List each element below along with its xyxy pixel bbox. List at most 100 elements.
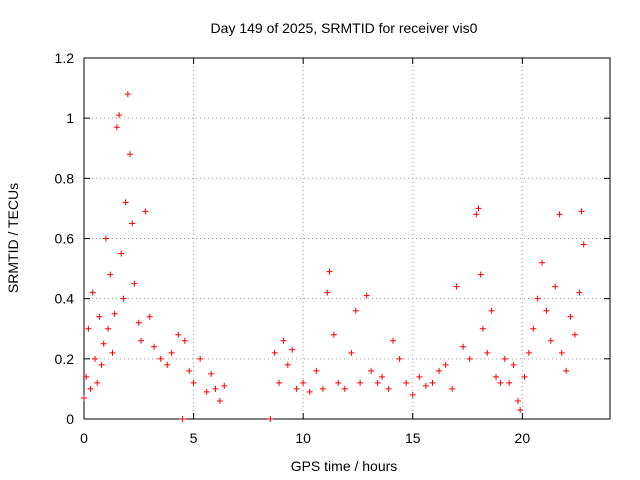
data-point [129, 220, 136, 227]
data-point [284, 361, 291, 368]
data-point [558, 349, 565, 356]
data-point [563, 367, 570, 374]
data-point [124, 91, 131, 98]
y-tick-label: 0 [66, 411, 74, 427]
data-point [81, 394, 87, 401]
data-point [453, 283, 460, 290]
x-axis-label: GPS time / hours [291, 458, 398, 474]
data-point [556, 211, 563, 218]
data-point [348, 349, 355, 356]
data-point [510, 361, 517, 368]
data-point [87, 385, 94, 392]
data-point [352, 307, 359, 314]
data-point [197, 355, 204, 362]
data-point [368, 367, 375, 374]
data-point [96, 313, 103, 320]
data-point [100, 340, 107, 347]
data-point [374, 379, 381, 386]
data-point [517, 406, 524, 413]
data-point [142, 208, 149, 215]
data-point [289, 346, 296, 353]
data-point [335, 379, 342, 386]
data-point [460, 343, 467, 350]
data-point [330, 331, 337, 338]
data-point [484, 349, 491, 356]
data-point [120, 295, 127, 302]
data-point [118, 250, 125, 257]
data-point [94, 379, 101, 386]
data-point [109, 349, 116, 356]
data-point [493, 373, 500, 380]
data-point [127, 151, 134, 158]
data-point [190, 379, 197, 386]
data-point [409, 391, 416, 398]
data-point [390, 337, 397, 344]
y-tick-label: 1.2 [55, 50, 75, 66]
data-point [203, 388, 210, 395]
data-point [175, 331, 182, 338]
data-point [466, 355, 473, 362]
data-point [357, 379, 364, 386]
data-point [113, 124, 120, 131]
data-point [422, 382, 429, 389]
data-point [85, 325, 92, 332]
data-point [221, 382, 228, 389]
data-point [475, 205, 482, 212]
data-point [552, 283, 559, 290]
data-point [436, 367, 443, 374]
y-tick-label: 0.2 [55, 351, 75, 367]
data-point [363, 292, 370, 299]
data-point [580, 241, 587, 248]
data-point [385, 385, 392, 392]
data-point [208, 370, 215, 377]
data-point [151, 343, 158, 350]
data-point [300, 379, 307, 386]
data-point [102, 235, 109, 242]
x-tick-label: 20 [515, 430, 531, 446]
data-point [107, 271, 114, 278]
data-point [186, 367, 193, 374]
data-point [98, 361, 105, 368]
data-point [83, 373, 90, 380]
data-point [116, 112, 123, 119]
y-tick-label: 0.8 [55, 170, 75, 186]
data-point [576, 289, 583, 296]
data-point [280, 337, 287, 344]
data-point [525, 349, 532, 356]
data-point [135, 319, 142, 326]
data-point [122, 199, 129, 206]
data-point [514, 397, 521, 404]
data-point [497, 379, 504, 386]
y-tick-label: 0.6 [55, 231, 75, 247]
data-point [547, 337, 554, 344]
data-point [571, 331, 578, 338]
y-tick-label: 0.4 [55, 291, 75, 307]
data-point [534, 295, 541, 302]
data-point [306, 388, 313, 395]
data-point [168, 349, 175, 356]
data-point [267, 416, 274, 422]
data-point [530, 325, 537, 332]
data-point [326, 268, 333, 275]
data-point [157, 355, 164, 362]
data-point [473, 211, 480, 218]
data-points [81, 91, 587, 422]
data-point [146, 313, 153, 320]
data-point [477, 271, 484, 278]
y-axis-label: SRMTID / TECUs [5, 183, 21, 293]
data-point [319, 385, 326, 392]
data-point [111, 310, 118, 317]
y-tick-label: 1 [66, 110, 74, 126]
data-point [539, 259, 546, 266]
x-tick-label: 5 [190, 430, 198, 446]
data-point [501, 355, 508, 362]
axis-ticks: 0 0.2 0.4 0.6 0.8 1 1.2 0 5 10 15 20 [55, 50, 610, 446]
data-point [416, 373, 423, 380]
data-point [131, 280, 138, 287]
x-tick-label: 0 [80, 430, 88, 446]
grid-lines [84, 58, 610, 419]
data-point [379, 373, 386, 380]
data-point [543, 307, 550, 314]
data-point [216, 397, 223, 404]
